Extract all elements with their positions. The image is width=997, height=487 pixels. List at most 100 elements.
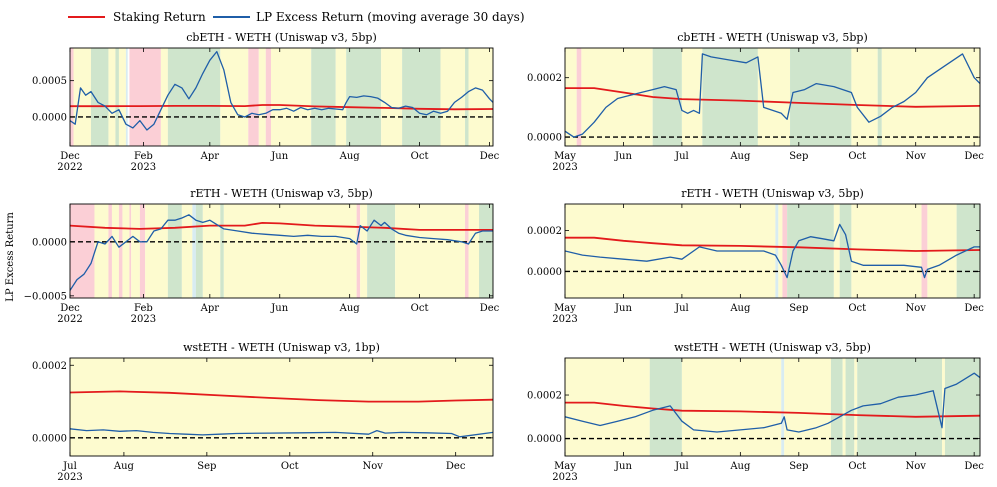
regime-band-yellow [70,358,493,456]
regime-band-yellow [131,204,140,298]
y-tick-label: −0.0005 [24,291,67,302]
legend-lp-label: LP Excess Return (moving average 30 days… [256,10,525,24]
x-tick-label: Nov [905,461,926,472]
regime-band-yellow [565,48,577,146]
x-tick-label: Oct [281,461,299,472]
x-tick-year-label: 2022 [57,162,82,173]
regime-band-yellow [223,204,357,298]
y-tick-label: 0.0000 [32,112,67,123]
x-tick-label: Sep [789,151,808,162]
y-tick-label: 0.0002 [527,391,562,402]
regime-band-green [702,48,758,146]
x-tick-year-label: 2023 [131,314,156,325]
y-tick-label: 0.0000 [527,434,562,445]
lp-excess-return-line [565,53,980,138]
x-tick-label: Nov [363,461,384,472]
regime-band-green [857,358,943,456]
x-tick-label: Jul [62,461,77,472]
regime-band-pink [129,204,132,298]
x-tick-label: Dec [60,151,80,162]
regime-band-yellow [160,48,168,146]
staking-return-line [70,221,493,231]
x-tick-label: Aug [339,151,361,162]
panel-frame [69,203,494,299]
regime-band-yellow [395,204,466,298]
y-tick-label: 0.0000 [32,237,67,248]
regime-band-pink [356,204,361,298]
x-tick-label: Dec [964,303,984,314]
regime-band-pink [782,204,788,298]
lp-excess-return-line [70,50,493,131]
regime-band-pink [70,204,95,298]
y-tick-label: 0.0005 [32,76,67,87]
panel-frame [564,357,981,457]
panel-frame [564,203,981,299]
regime-band-yellow [202,204,221,298]
regime-band-yellow [381,48,403,146]
panel-title: rETH - WETH (Uniswap v3, 5bp) [681,187,864,200]
regime-band-green [90,48,109,146]
regime-band-yellow [145,204,168,298]
lp-excess-return-line [565,223,980,279]
regime-band-yellow [842,358,846,456]
x-tick-label: Oct [848,303,866,314]
regime-band-yellow [784,358,831,456]
panel-title: wstETH - WETH (Uniswap v3, 5bp) [674,341,871,354]
regime-band-green [402,48,441,146]
y-tick-label: 0.0000 [527,133,562,144]
regime-band-yellow [833,204,840,298]
plot-area [70,204,493,298]
staking-return-line [70,390,493,403]
x-tick-label: Apr [200,303,220,314]
staking-return-line [565,236,980,252]
regime-band-pink [129,48,161,146]
regime-band-green [845,358,855,456]
regime-band-yellow [118,48,126,146]
x-tick-year-label: 2023 [131,162,156,173]
x-tick-label: May [554,151,576,162]
regime-band-green [367,204,396,298]
regime-band-yellow [778,204,783,298]
panel-title: cbETH - WETH (Uniswap v3, 5bp) [186,31,377,44]
regime-band-yellow [881,48,980,146]
regime-band-yellow [468,48,493,146]
x-tick-label: Sep [789,303,808,314]
plot-area [565,204,980,298]
x-tick-year-label: 2023 [552,162,577,173]
regime-band-yellow [122,204,130,298]
x-tick-label: Dec [446,461,466,472]
lp-excess-return-line [565,372,980,433]
regime-band-yellow [757,48,791,146]
panel-frame [69,47,494,147]
panel-title: cbETH - WETH (Uniswap v3, 5bp) [677,31,868,44]
regime-band-green [195,204,203,298]
regime-band-yellow [681,48,703,146]
x-tick-label: Nov [905,151,926,162]
regime-band-green [790,48,852,146]
plot-area [565,48,980,146]
regime-band-green [167,48,221,146]
regime-band-pink [118,204,123,298]
x-tick-label: May [554,461,576,472]
x-tick-label: Dec [480,151,500,162]
chart-panel-1: cbETH - WETH (Uniswap v3, 5bp)Dec2022Feb… [32,31,500,173]
regime-band-yellow [335,48,347,146]
regime-band-green [830,358,843,456]
regime-band-yellow [854,358,858,456]
regime-band-green [839,204,852,298]
x-tick-label: Aug [113,461,135,472]
chart-panels: cbETH - WETH (Uniswap v3, 5bp)Dec2022Feb… [24,31,985,483]
x-tick-label: Oct [848,461,866,472]
chart-panel-3: rETH - WETH (Uniswap v3, 5bp)Dec2022Feb2… [24,187,500,325]
y-tick-label: 0.0002 [32,361,67,372]
x-tick-label: Oct [411,151,429,162]
x-tick-label: Jul [674,461,689,472]
x-tick-year-label: 2023 [552,472,577,483]
regime-band-pink [108,204,112,298]
plot-area [70,48,493,146]
x-tick-label: Feb [134,151,153,162]
plot-area [565,358,980,456]
x-tick-year-label: 2023 [57,472,82,483]
